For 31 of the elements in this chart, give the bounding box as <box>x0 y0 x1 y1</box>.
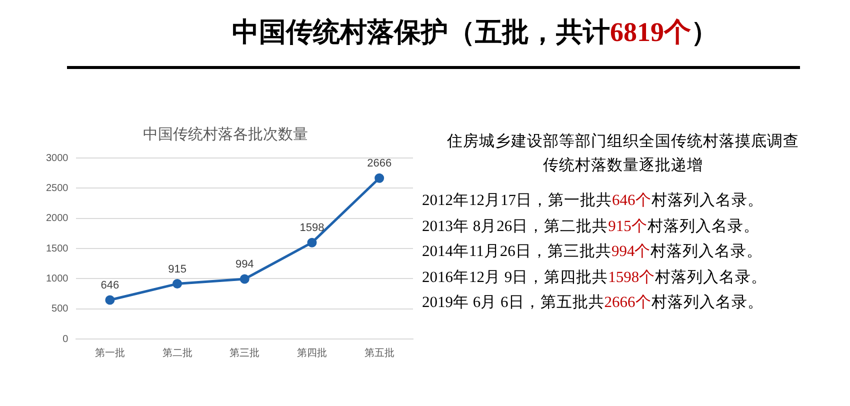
point <box>172 279 182 289</box>
text: 中国传统村落保护（五批，共计6819个） <box>232 17 718 47</box>
y-tick-label: 1500 <box>46 243 69 254</box>
data-label: 915 <box>168 263 186 276</box>
y-tick-label: 500 <box>52 304 69 315</box>
text: 传统村落数量逐批递增 <box>542 156 704 176</box>
data-label: 646 <box>100 280 120 292</box>
y-tick-label: 3000 <box>46 152 69 164</box>
point <box>240 274 250 284</box>
y-tick-label: 2000 <box>46 213 69 224</box>
text: 2013年 8月26日，第二批共915个村落列入名录。 <box>422 218 760 234</box>
data-label: 2666 <box>367 158 392 170</box>
data-label: 994 <box>235 258 254 271</box>
data-label: 1598 <box>300 222 324 234</box>
text: 2014年11月26日，第三批共994个村落列入名录。 <box>422 243 763 260</box>
text: 住房城乡建设部等部门组织全国传统村落摸底调查 <box>446 132 800 152</box>
point <box>307 238 317 248</box>
y-tick-label: 1000 <box>46 273 69 284</box>
x-tick-label: 第四批 <box>296 346 327 359</box>
chart-subtitle: 中国传统村落各批次数量 <box>143 126 308 144</box>
text: 2019年 6月 6日，第五批共2666个村落列入名录。 <box>422 294 764 311</box>
point <box>105 295 115 305</box>
x-tick-label: 第二批 <box>162 346 192 359</box>
point <box>374 173 384 183</box>
text: 2016年12月 9日，第四批共1598个村落列入名录。 <box>422 268 768 286</box>
x-tick-label: 第一批 <box>94 346 125 359</box>
y-tick-label: 0 <box>62 334 69 345</box>
text: 2012年12月17日，第一批共646个村落列入名录。 <box>422 192 764 209</box>
x-tick-label: 第五批 <box>364 346 394 359</box>
y-tick-label: 2500 <box>46 182 69 194</box>
x-tick-label: 第三批 <box>230 346 260 359</box>
